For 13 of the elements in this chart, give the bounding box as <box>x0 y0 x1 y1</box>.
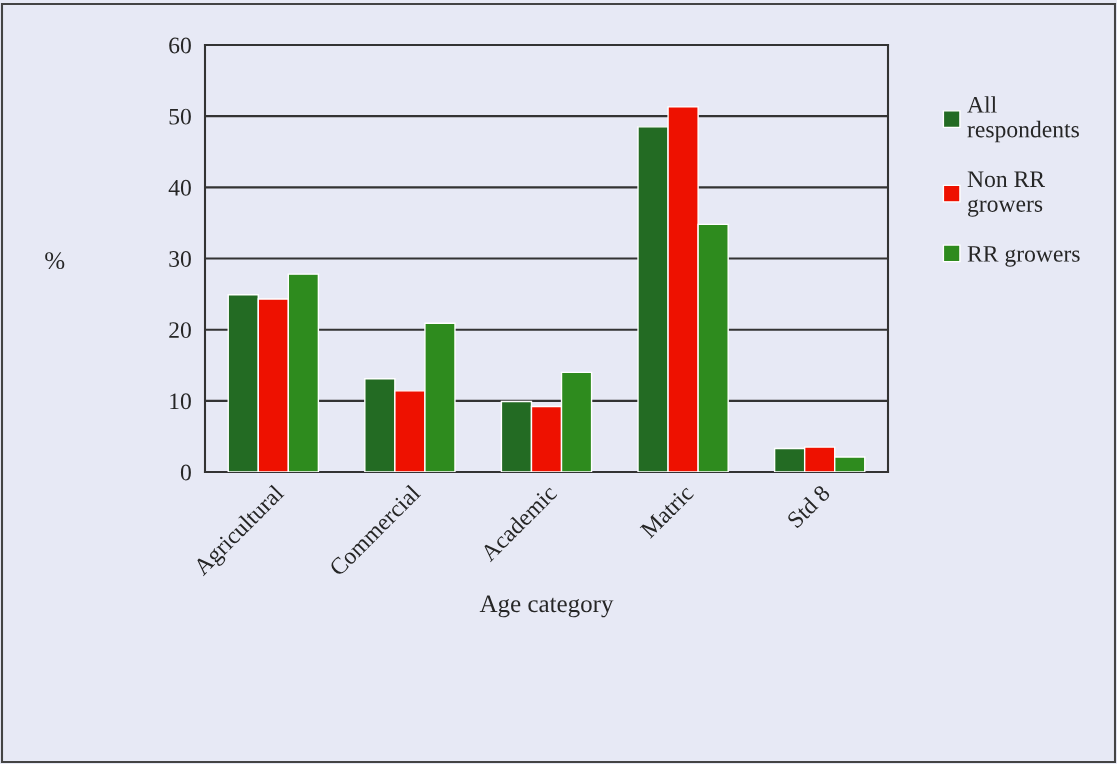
y-axis-title: % <box>45 252 65 270</box>
y-tick-label: 10 <box>170 393 191 410</box>
x-tick-label: Std 8 <box>786 483 831 529</box>
y-tick-label: 40 <box>168 179 191 196</box>
y-tick-label: 60 <box>169 37 191 54</box>
x-axis-title: Age category <box>479 595 614 618</box>
y-tick-label: 30 <box>169 250 191 267</box>
y-tick-label: 50 <box>169 108 191 125</box>
y-tick-label: 0 <box>180 464 191 481</box>
legend-label: All respondents <box>967 96 1079 143</box>
legend-label: Non RR growers <box>967 171 1046 217</box>
legend-label: RR growers <box>967 246 1080 267</box>
y-tick-label: 20 <box>169 322 191 339</box>
